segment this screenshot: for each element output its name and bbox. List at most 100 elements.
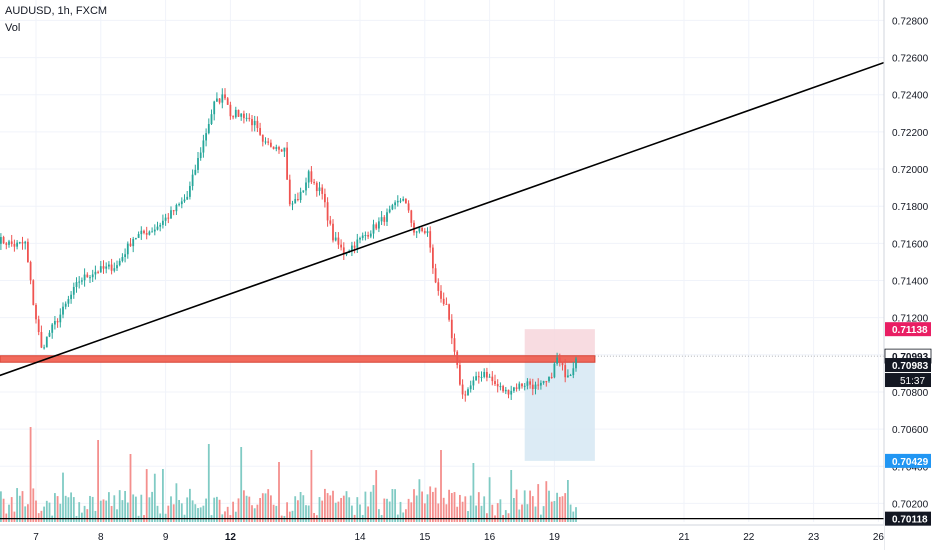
time-axis[interactable]: 7 8 9 12 14 15 16 19 21 22 23 26 [0, 524, 884, 550]
candle [67, 295, 70, 307]
candle-body [35, 304, 37, 320]
candle-body [280, 149, 283, 152]
candle [245, 113, 248, 122]
candle [456, 350, 459, 369]
candle-body [324, 193, 326, 203]
volume-indicator-label[interactable]: Vol [5, 22, 21, 34]
stop-price-tag[interactable]: 0.71138 [885, 322, 931, 337]
candle [421, 227, 423, 233]
candle [504, 386, 507, 395]
candle-body [421, 227, 423, 231]
candle [475, 371, 477, 381]
candle-body [54, 321, 56, 325]
volume-bar [329, 495, 332, 522]
candle [140, 226, 143, 240]
candle-body [221, 94, 224, 103]
candle [232, 115, 234, 120]
candle [315, 181, 318, 197]
price-tick-label: 0.71400 [892, 277, 929, 288]
volume-bar [21, 491, 24, 522]
symbol-title: AUDUSD, 1h, FXCM [5, 5, 108, 17]
price-tick-label: 0.70800 [892, 388, 929, 399]
volume-bar [99, 500, 102, 522]
candle-body [270, 142, 272, 147]
volume-bar [445, 504, 448, 522]
last-price-tag[interactable]: 0.70983 51:37 [885, 358, 931, 388]
candle [264, 137, 267, 145]
position-tool[interactable] [524, 329, 595, 461]
candle [121, 253, 124, 263]
volume-bar [388, 501, 391, 522]
candle-body [461, 384, 464, 395]
candle-body [278, 147, 280, 150]
stop-loss-area[interactable] [524, 329, 595, 357]
trendline[interactable] [0, 53, 909, 377]
volume-bar [483, 496, 486, 522]
candle-body [124, 254, 126, 258]
candle-body [386, 212, 388, 222]
price-tick-label: 0.70200 [892, 499, 929, 510]
candle-body [110, 264, 113, 271]
price-tick-label: 0.72400 [892, 91, 929, 102]
candle-body [418, 227, 421, 232]
volume-bar [237, 498, 240, 522]
resistance-zone[interactable] [0, 355, 884, 363]
candle [156, 221, 159, 231]
volume-bar [405, 509, 407, 522]
volume-bar [305, 505, 307, 522]
price-tick-label: 0.72800 [892, 16, 929, 27]
candle-body [5, 243, 8, 245]
volume-bar [348, 497, 351, 522]
volume-bar [54, 493, 56, 522]
candle-body [226, 98, 229, 105]
candle-body [51, 324, 54, 333]
candle [448, 303, 450, 322]
candle [480, 371, 483, 382]
trend-lines[interactable] [0, 53, 909, 520]
volume-bar [56, 496, 59, 522]
candle [305, 177, 307, 196]
volume-bar [334, 502, 337, 522]
price-tag-text: 0.70429 [892, 457, 929, 468]
price-tick-label: 0.71200 [892, 314, 929, 325]
volume-bar [553, 501, 556, 522]
candle-body [148, 231, 151, 235]
volume-bar [62, 472, 64, 522]
candle-body [553, 363, 556, 378]
price-axis[interactable]: 0.72800 0.72600 0.72400 0.72200 0.72000 0.718… [883, 0, 932, 550]
candle-body [464, 394, 467, 396]
candle-body [542, 381, 545, 383]
candle [286, 141, 288, 180]
candle [510, 385, 513, 400]
candle-body [40, 332, 43, 348]
volume-bar [148, 497, 151, 522]
volume-bar [475, 505, 477, 522]
candle-body [378, 221, 380, 229]
candle [75, 277, 78, 293]
candle-body [267, 141, 270, 143]
candle [369, 230, 372, 239]
target-price-tag[interactable]: 0.70429 [885, 453, 931, 468]
candle-body [364, 235, 367, 237]
candle-body [321, 187, 324, 194]
resistance-rectangle[interactable] [0, 355, 596, 363]
bottom-line-price-tag[interactable]: 0.70118 [885, 511, 931, 526]
candle [191, 169, 194, 191]
volume-bar [259, 498, 261, 522]
volume-bar [97, 440, 99, 522]
candle-body [499, 386, 502, 388]
candle-body [491, 376, 494, 382]
candle [178, 202, 180, 207]
candle-body [515, 387, 518, 389]
volume-bar [394, 489, 396, 522]
take-profit-area[interactable] [524, 356, 595, 461]
candle [256, 116, 259, 132]
candle-body [172, 210, 175, 212]
candle-body [89, 277, 91, 279]
volume-bar [261, 493, 264, 522]
volume-bar [437, 503, 440, 522]
volume-bar [145, 469, 148, 522]
candle-body [94, 271, 97, 275]
